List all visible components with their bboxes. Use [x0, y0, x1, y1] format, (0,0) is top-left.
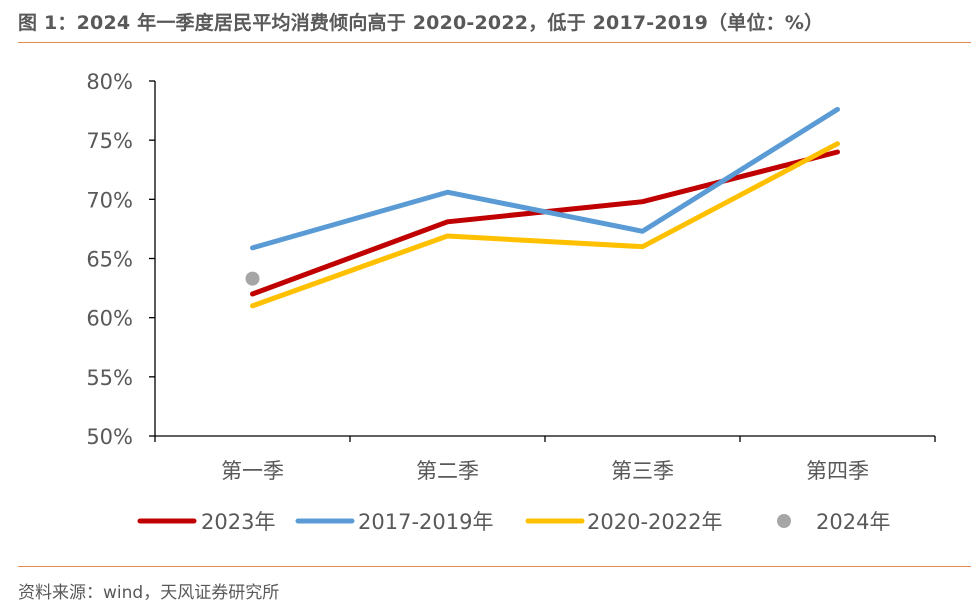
line-chart: 50% 55% 60% 65% 70% 75% 80% 第一季 第二季 第三季 第四季 2023年… [86, 70, 936, 534]
y-tick-label: 80% [86, 70, 133, 94]
y-tick-label: 70% [86, 188, 133, 212]
chart-title: 图 1：2024 年一季度居民平均消费倾向高于 2020-2022，低于 201… [18, 12, 824, 34]
legend-label: 2024年 [816, 510, 890, 534]
legend-label: 2017-2019年 [358, 510, 493, 534]
legend-label: 2023年 [201, 510, 275, 534]
x-category-label: 第一季 [221, 459, 284, 483]
x-category-label: 第四季 [806, 459, 869, 483]
y-tick-label: 65% [86, 248, 133, 272]
y-tick-label: 60% [86, 307, 133, 331]
legend-label: 2020-2022年 [587, 510, 722, 534]
legend-swatch [777, 514, 791, 528]
x-category-label: 第三季 [611, 459, 674, 483]
source-note: 资料来源：wind，天风证券研究所 [18, 583, 280, 603]
x-axis-labels: 第一季 第二季 第三季 第四季 [221, 459, 869, 483]
y-tick-label: 55% [86, 366, 133, 390]
y-axis-labels: 50% 55% 60% 65% 70% 75% 80% [86, 70, 133, 449]
y-tick-label: 50% [86, 425, 133, 449]
series-layer [245, 106, 840, 309]
legend: 2023年 2017-2019年 2020-2022年 2024年 [137, 510, 890, 534]
series-line [250, 141, 840, 309]
title-divider [18, 42, 971, 43]
series-line [250, 106, 840, 251]
x-category-label: 第二季 [416, 459, 479, 483]
series-point [245, 271, 260, 286]
source-divider [18, 566, 971, 567]
chart-axes [149, 80, 936, 442]
y-tick-label: 75% [86, 129, 133, 153]
